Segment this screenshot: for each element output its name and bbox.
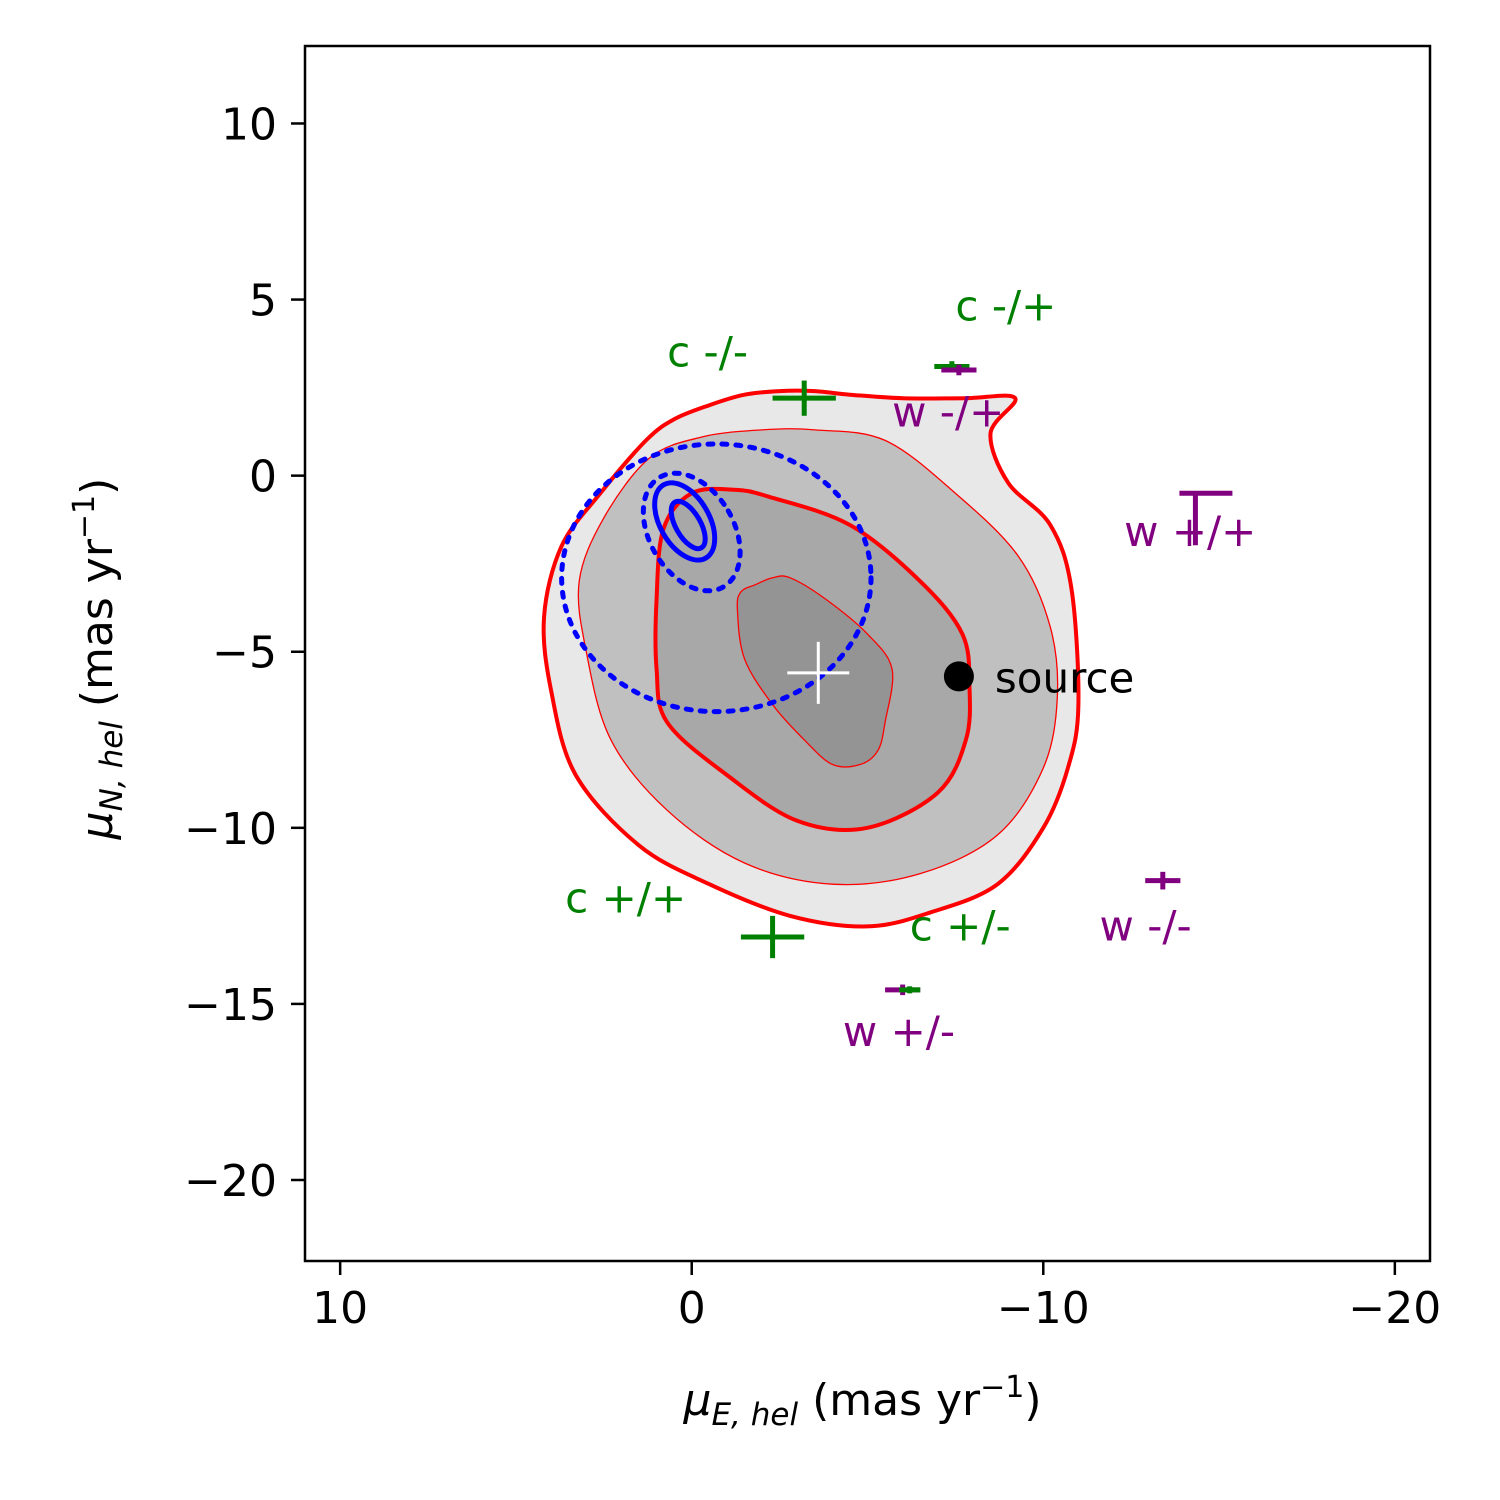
x-label-subscript: E, hel [711, 1397, 798, 1433]
y-axis-label: μN, hel (mas yr−1) [67, 478, 130, 841]
x-tick-label: 10 [312, 1283, 368, 1334]
blue-ellipse-0 [559, 441, 874, 715]
error-cross-c-4 [740, 915, 805, 959]
blue-ellipse-3 [668, 498, 708, 552]
annotation-c-0: c -/- [667, 327, 748, 376]
annotation-w-6: w -/- [1100, 902, 1192, 951]
annotation-w-7: w +/- [843, 1007, 955, 1056]
source-label: source [995, 653, 1134, 702]
x-axis-ticks: 10 0 −10 −20 [312, 1261, 1441, 1334]
x-label-units: (mas yr [798, 1375, 981, 1426]
red-contour-2 [653, 486, 972, 833]
y-tick-label: 5 [249, 276, 277, 327]
y-tick-label: −10 [184, 804, 277, 855]
x-tick-label: 0 [678, 1283, 706, 1334]
blue-ellipse-1 [640, 470, 743, 594]
x-axis-label: μE, hel (mas yr−1) [682, 1370, 1041, 1433]
annotation-c-4: c +/+ [565, 873, 686, 922]
x-tick-label: −10 [997, 1283, 1090, 1334]
y-axis-ticks: 10 5 0 −5 −10 −15 −20 [184, 99, 305, 1207]
y-tick-label: 0 [249, 452, 277, 503]
plot-frame [303, 44, 1432, 1263]
y-tick-label: 10 [221, 99, 277, 150]
y-tick-label: −5 [212, 628, 277, 679]
error-cross-w-3 [1179, 490, 1233, 546]
y-label-units: (mas yr [72, 538, 123, 721]
error-cross-c-6 [899, 986, 921, 994]
red-contour-0 [541, 388, 1081, 929]
y-tick-label: −20 [184, 1156, 277, 1207]
red-contour-1 [577, 428, 1059, 886]
y-label-symbol: μ [72, 811, 123, 840]
red-contour-3 [736, 575, 894, 768]
blue-ellipse-2 [652, 480, 718, 563]
annotation-w-2: w -/+ [892, 387, 1004, 436]
y-label-exponent: −1 [67, 495, 102, 539]
y-tick-label: −15 [184, 980, 277, 1031]
error-cross-c-0 [772, 380, 836, 416]
annotation-c-1: c -/+ [955, 282, 1056, 331]
y-label-close: ) [72, 478, 123, 495]
annotation-w-3: w +/+ [1124, 507, 1256, 556]
x-tick-label: −20 [1348, 1283, 1441, 1334]
x-label-exponent: −1 [980, 1370, 1024, 1405]
error-cross-w-7 [1145, 871, 1181, 890]
y-label-subscript: N, hel [94, 721, 130, 812]
error-cross-w-2 [941, 364, 977, 376]
annotation-c-5: c +/- [910, 902, 1011, 951]
markers [740, 361, 1233, 996]
source-point [943, 661, 974, 692]
annotations: source c -/- c -/+ w -/+ w +/+ c +/+ c +/- w -/… [565, 282, 1256, 1056]
x-label-close: ) [1024, 1375, 1041, 1426]
x-label-symbol: μ [682, 1375, 711, 1426]
blue-ellipses [559, 441, 874, 715]
